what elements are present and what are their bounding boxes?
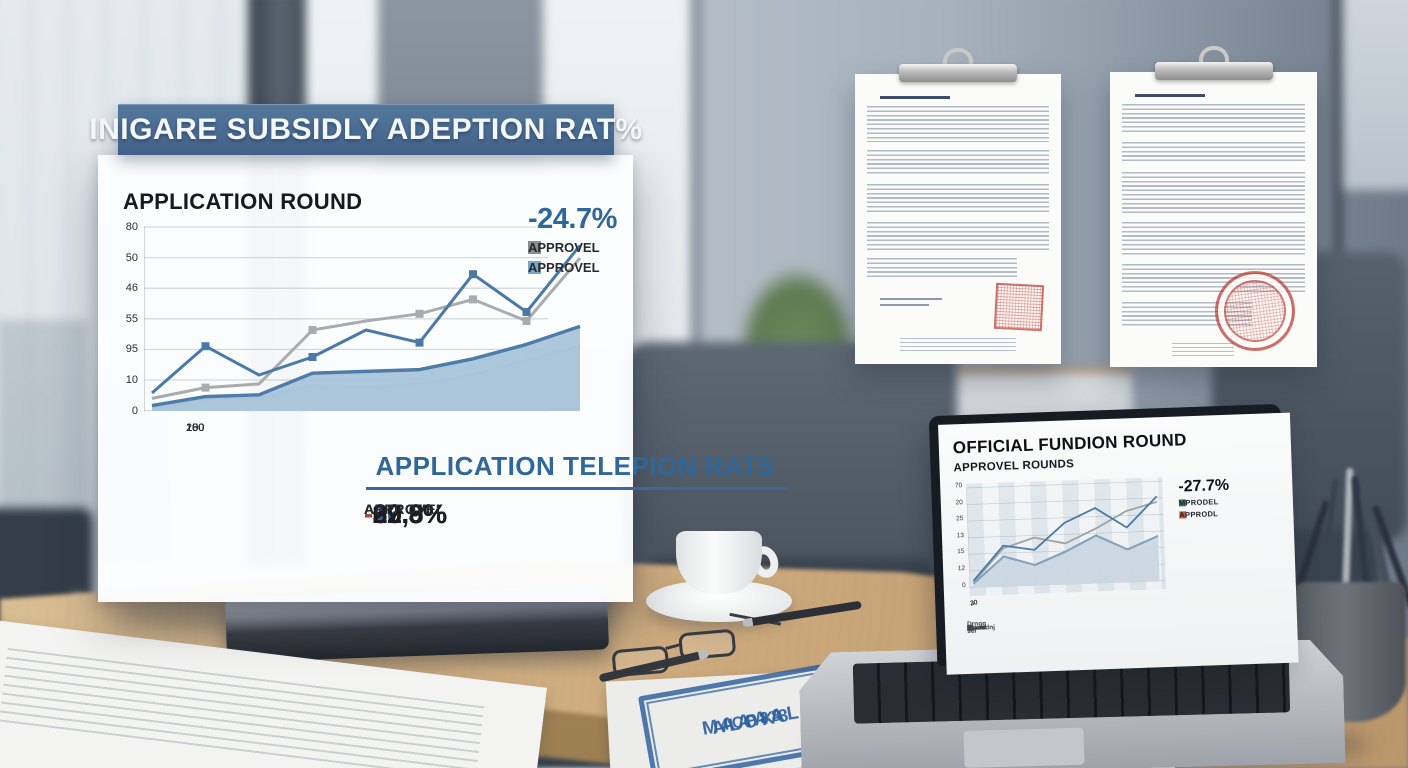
stat-value: -22,9% (364, 499, 447, 529)
legend-label: Btaoednj (967, 623, 996, 632)
stat-label: APPROVEL (364, 501, 446, 517)
main-chart (144, 226, 582, 412)
legend-value: -24.7% (528, 203, 617, 235)
x-tick: 100 (186, 422, 205, 434)
document-paragraph (1122, 172, 1305, 214)
signature-line (879, 304, 930, 306)
laptop-chart-legend: -27.7% MPRODEL APPRODL (1178, 475, 1270, 519)
stat-label: APPROVEL (364, 501, 446, 517)
clipboard-document (1110, 46, 1317, 367)
stat-value: -69.5% (364, 499, 447, 529)
y-tick: 55 (125, 313, 138, 325)
document-paragraph (867, 222, 1049, 250)
document-paragraph (867, 258, 1017, 280)
infographic-title-banner: INIGARE SUBSIDLY ADEPTION RAT% (89, 104, 642, 155)
laptop-chart (966, 477, 1166, 596)
document-paragraph (1122, 302, 1252, 326)
document-paragraph (867, 184, 1049, 214)
legend-label: MPRODEL (1178, 496, 1219, 508)
red-square-stamp (993, 282, 1045, 332)
clipboard-clip-ring (1198, 46, 1229, 70)
legend-label: APPRODL (1179, 508, 1219, 520)
x-tick: 150 (186, 422, 205, 434)
y-tick: 12 (957, 565, 966, 573)
y-tick: 80 (125, 221, 138, 233)
chart-heading: APPLICATION ROUND (123, 189, 363, 214)
laptop-screen-content: OFFICIAL FUNDION ROUND APPROVEL ROUNDS 7… (938, 412, 1299, 675)
legend-label: APPROVEL (528, 259, 600, 275)
fine-print (900, 338, 1016, 352)
document-paragraph (1122, 142, 1305, 164)
stat-label: APPROVEL (364, 501, 446, 517)
laptop-legend-value: -27.7% (1178, 476, 1230, 496)
x-tick: 100 (186, 422, 205, 434)
laptop-chart-y-axis: 70 20 25 13 15 12 0 (942, 482, 966, 593)
x-tick: 100 (186, 422, 205, 434)
stat-value: -37.8% (364, 499, 447, 529)
document-paragraph (867, 150, 1049, 176)
x-tick: 100 (186, 422, 205, 434)
section-title-text: APPLICATION TELEPION RATS (365, 451, 786, 490)
y-tick: 15 (957, 548, 965, 556)
document-paragraph (1122, 104, 1305, 134)
document-paragraph (1122, 264, 1305, 294)
y-tick: 0 (961, 582, 966, 590)
infographic-panel: APPLICATION ROUND 80 50 46 55 95 10 0 10… (98, 155, 786, 602)
legend-label: APPROVEL (528, 239, 600, 255)
document-paragraph (867, 106, 1049, 142)
y-tick: 20 (955, 499, 963, 507)
y-tick: 50 (125, 252, 138, 264)
coffee-cup (676, 531, 762, 593)
x-tick: 20 (969, 599, 979, 608)
x-tick: 100 (186, 422, 205, 434)
blue-swatch-icon (528, 260, 541, 274)
clipboard-clip (1154, 62, 1273, 80)
gray-swatch-icon (528, 240, 541, 254)
laptop-screen: OFFICIAL FUNDION ROUND APPROVEL ROUNDS 7… (928, 403, 1299, 675)
stat-value: -16.9% (364, 499, 447, 529)
y-tick: 70 (954, 482, 963, 490)
banner-title: INIGARE SUBSIDLY ADEPTION RAT% (89, 112, 643, 146)
fine-print (1172, 343, 1235, 357)
window-corner (1342, 0, 1408, 190)
y-tick: 25 (955, 515, 964, 523)
clipboard-clip (899, 64, 1017, 82)
x-tick: 290 (186, 422, 205, 434)
document-heading-line (1134, 94, 1206, 97)
y-tick: 13 (956, 532, 965, 540)
window-frame (1334, 0, 1342, 420)
document-paragraph (1122, 222, 1305, 256)
y-tick: 46 (125, 282, 138, 294)
clipboard-clip-ring (943, 48, 973, 72)
laptop-chart-title: OFFICIAL FUNDION ROUND (952, 430, 1187, 458)
y-tick: 10 (125, 374, 138, 386)
main-chart-y-axis: 80 50 46 55 95 10 0 (110, 221, 138, 421)
clipboard-document (855, 48, 1061, 364)
x-tick: 100 (186, 422, 205, 434)
document-heading-line (879, 96, 950, 99)
laptop-chart-subtitle: APPROVEL ROUNDS (953, 458, 1075, 475)
y-tick: 0 (131, 405, 138, 417)
x-tick: 100 (186, 422, 205, 434)
signature-line (879, 298, 942, 300)
y-tick: 95 (125, 343, 138, 355)
laptop-trackpad (964, 728, 1085, 768)
stat-label: APPROVEL (364, 501, 446, 517)
